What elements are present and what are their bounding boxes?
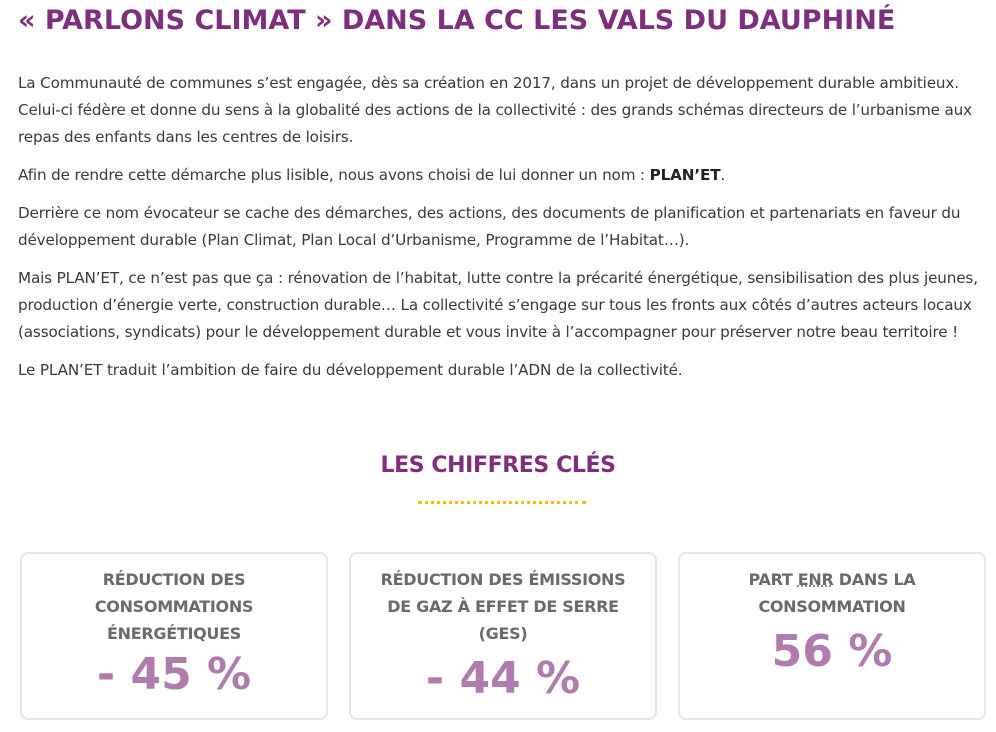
intro-paragraph-text: Afin de rendre cette démarche plus lisib… (18, 166, 645, 184)
key-figure-label: PART ENR DANS LA CONSOMMATION (700, 566, 964, 620)
key-figure-label-suffix: DANS LA CONSOMMATION (758, 570, 916, 616)
key-figure-value: - 45 % (96, 649, 252, 700)
key-figures-title: LES CHIFFRES CLÉS (380, 453, 616, 478)
key-figure-label: RÉDUCTION DES CONSOMMATIONS ÉNERGÉTIQUES (94, 570, 254, 643)
page-title: « PARLONS CLIMAT » DANS LA CC LES VALS D… (18, 5, 896, 36)
dotted-divider (418, 501, 586, 504)
intro-paragraph: Le PLAN’ET traduit l’ambition de faire d… (18, 361, 683, 379)
key-figure-label-prefix: PART (748, 570, 798, 589)
key-figure-card-ghg: RÉDUCTION DES ÉMISSIONS DE GAZ À EFFET D… (349, 552, 657, 720)
plan-et-name: PLAN’ET (649, 166, 721, 184)
key-figure-card-energy: RÉDUCTION DES CONSOMMATIONS ÉNERGÉTIQUES… (20, 552, 328, 720)
key-figure-label: RÉDUCTION DES ÉMISSIONS DE GAZ À EFFET D… (380, 570, 626, 643)
intro-paragraph: Derrière ce nom évocateur se cache des d… (18, 204, 961, 249)
intro-paragraph: Afin de rendre cette démarche plus lisib… (18, 162, 978, 189)
key-figure-value: - 44 % (425, 653, 581, 704)
intro-paragraph: La Communauté de communes s’est engagée,… (18, 74, 972, 146)
plan-et-suffix: . (720, 166, 726, 184)
key-figure-value: 56 % (771, 626, 893, 677)
intro-paragraph: Mais PLAN’ET, ce n’est pas que ça : réno… (18, 269, 978, 341)
enr-abbreviation[interactable]: ENR (797, 570, 834, 589)
intro-text: La Communauté de communes s’est engagée,… (18, 70, 978, 395)
key-figure-card-renewable: PART ENR DANS LA CONSOMMATION 56 % (678, 552, 986, 720)
